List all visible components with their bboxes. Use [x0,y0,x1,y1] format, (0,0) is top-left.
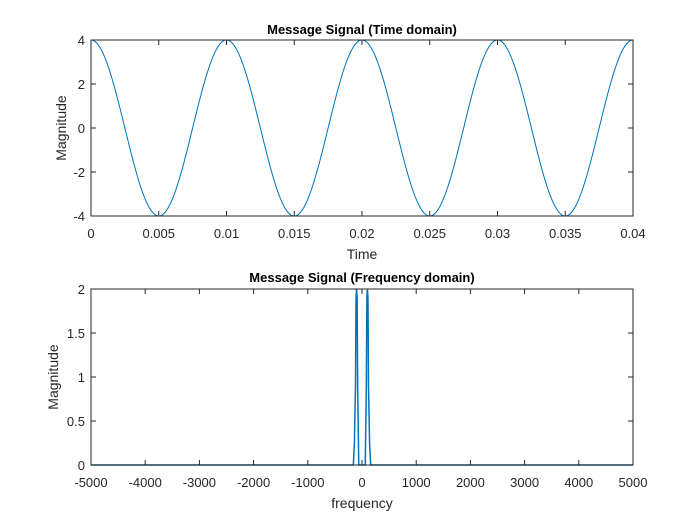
frequency-x-tick-label: 5000 [619,475,648,490]
frequency-y-tick-label: 1.5 [67,326,85,341]
frequency-x-tick-label: 4000 [564,475,593,490]
frequency-x-tick-label: -3000 [183,475,216,490]
frequency-y-tick-label: 2 [78,282,85,297]
time-x-tick-label: 0.005 [142,226,175,241]
time-x-tick-label: 0.02 [349,226,374,241]
time-x-tick-label: 0 [87,226,94,241]
time-x-tick-label: 0.025 [413,226,446,241]
time-y-tick-label: 4 [78,33,85,48]
time-x-tick-label: 0.035 [549,226,582,241]
frequency-x-tick-label: -5000 [74,475,107,490]
time-domain-axes: 0 0.005 0.01 0.015 0.02 0.025 0.03 0.035 0.04 -4 -… [53,22,646,262]
frequency-chart-title: Message Signal (Frequency domain) [249,270,474,285]
time-x-tick-label: 0.03 [485,226,510,241]
frequency-y-tick-label: 0 [78,458,85,473]
frequency-plot-frame [90,288,634,466]
frequency-x-tick-label: 1000 [402,475,431,490]
time-y-tick-label: -4 [73,209,85,224]
time-x-tick-label: 0.04 [620,226,645,241]
time-y-axis-label: Magnitude [53,95,69,161]
time-y-tick-label: 0 [78,121,85,136]
frequency-y-tick-label: 1 [78,370,85,385]
time-y-tick-label: -2 [73,165,85,180]
time-plot-frame [90,39,634,217]
time-plot-area [91,40,633,216]
time-x-axis-label: Time [347,246,378,262]
frequency-x-axis-label: frequency [331,495,392,511]
frequency-y-tick-label: 0.5 [67,414,85,429]
frequency-domain-axes: -5000 -4000 -3000 -2000 -1000 0 1000 2000 3000 40… [45,270,647,511]
frequency-plot-area [91,289,633,465]
frequency-x-tick-label: -2000 [237,475,270,490]
time-x-tick-label: 0.015 [278,226,311,241]
time-x-tick-label: 0.01 [214,226,239,241]
frequency-x-tick-label: -4000 [129,475,162,490]
frequency-x-tick-label: 2000 [456,475,485,490]
frequency-x-tick-label: -1000 [291,475,324,490]
time-chart-title: Message Signal (Time domain) [267,22,457,37]
time-y-tick-label: 2 [78,77,85,92]
frequency-y-axis-label: Magnitude [45,344,61,410]
frequency-x-tick-label: 0 [358,475,365,490]
frequency-x-tick-label: 3000 [510,475,539,490]
